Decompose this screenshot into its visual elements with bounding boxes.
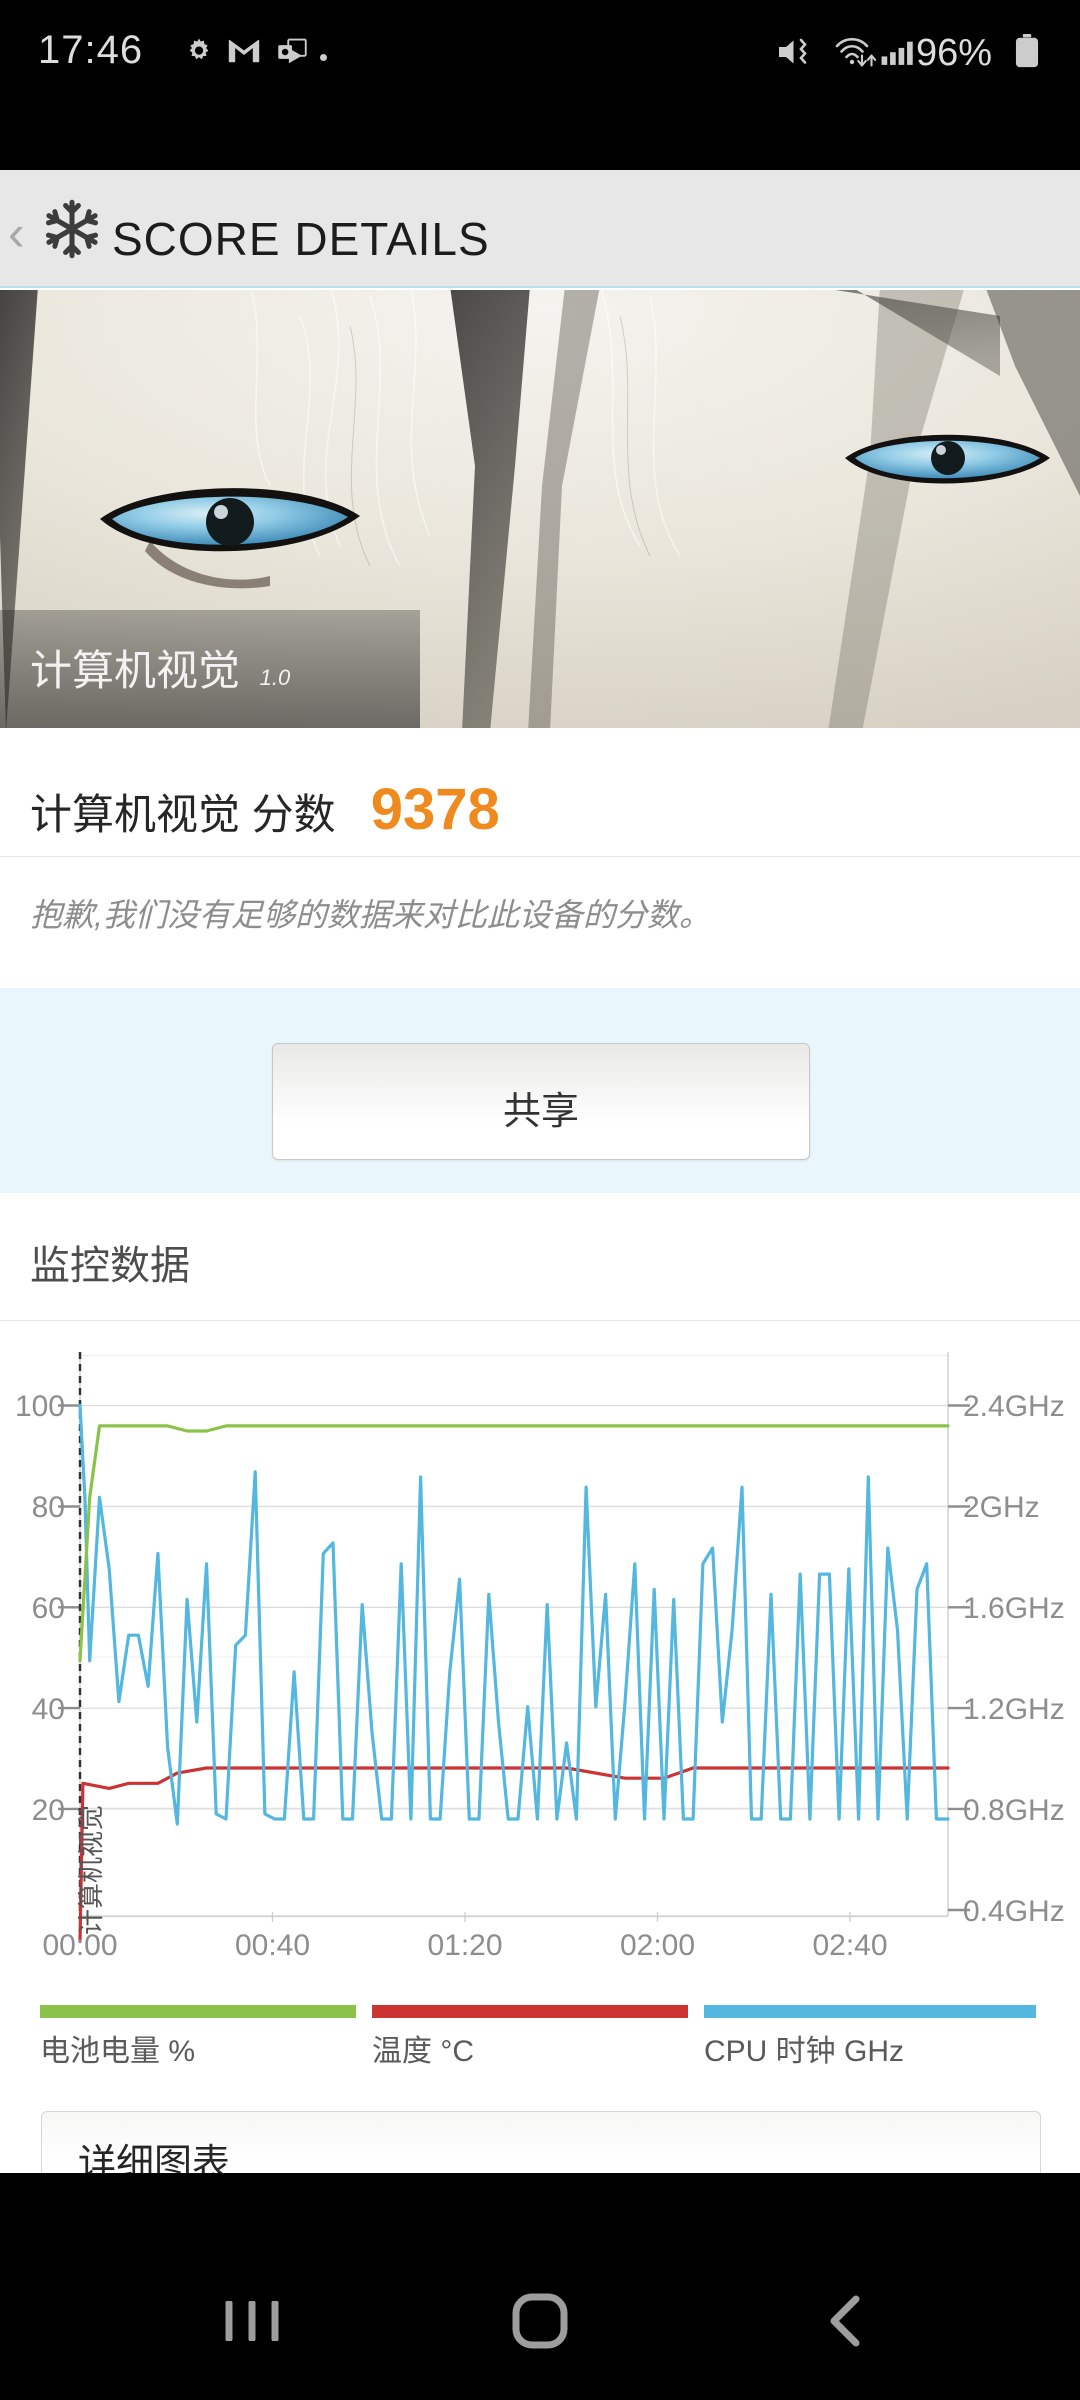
svg-text:00:40: 00:40 (235, 1929, 310, 1962)
svg-text:40: 40 (32, 1693, 65, 1726)
svg-text:2.4GHz: 2.4GHz (963, 1390, 1065, 1423)
svg-text:20: 20 (32, 1794, 65, 1827)
svg-text:80: 80 (32, 1491, 65, 1524)
svg-text:60: 60 (32, 1592, 65, 1625)
svg-text:02:00: 02:00 (620, 1929, 695, 1962)
svg-text:01:20: 01:20 (427, 1929, 502, 1962)
svg-text:计算机视觉: 计算机视觉 (76, 1805, 106, 1935)
svg-text:02:40: 02:40 (812, 1929, 887, 1962)
svg-text:100: 100 (15, 1390, 65, 1423)
svg-text:2GHz: 2GHz (963, 1491, 1040, 1524)
svg-text:1.2GHz: 1.2GHz (963, 1693, 1065, 1726)
svg-text:1.6GHz: 1.6GHz (963, 1592, 1065, 1625)
svg-text:0.8GHz: 0.8GHz (963, 1794, 1065, 1827)
svg-text:0.4GHz: 0.4GHz (963, 1895, 1065, 1928)
